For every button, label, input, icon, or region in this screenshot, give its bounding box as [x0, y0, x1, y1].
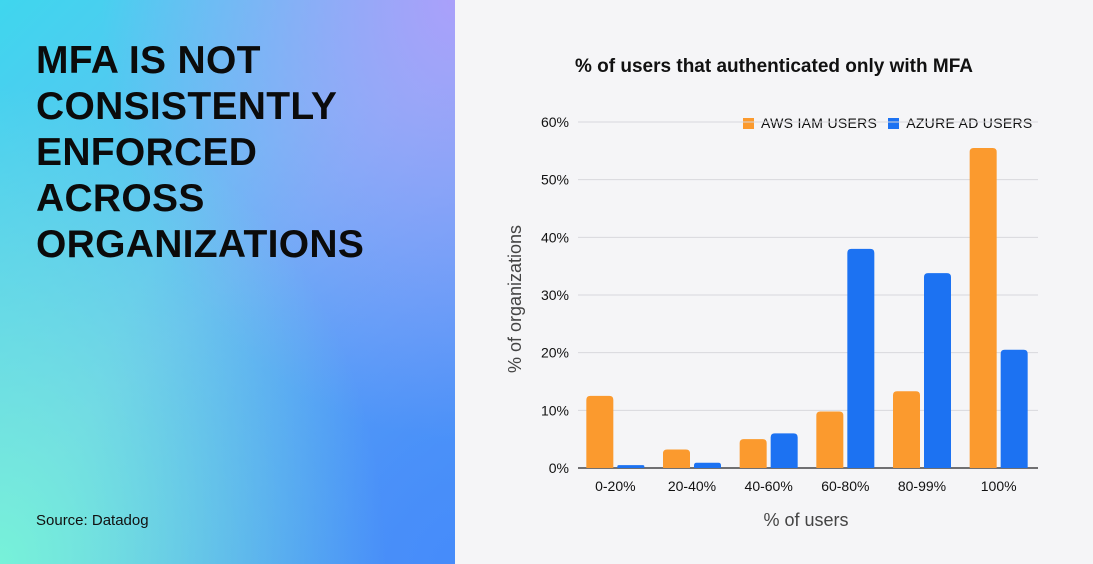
- x-tick-label: 20-40%: [668, 478, 716, 494]
- x-axis-title: % of users: [763, 510, 848, 530]
- bar-aws: [816, 411, 844, 468]
- y-tick-label: 50%: [541, 172, 569, 188]
- legend-label-aws: AWS IAM USERS: [761, 115, 878, 131]
- bar-aws: [586, 395, 614, 468]
- y-tick-label: 10%: [541, 402, 569, 418]
- legend-swatch-azure: [888, 117, 900, 129]
- x-tick-label: 100%: [981, 478, 1017, 494]
- legend-label-azure: AZURE AD USERS: [906, 115, 1033, 131]
- x-tick-label: 40-60%: [745, 478, 793, 494]
- bar-chart: 0% 10% 20% 30% 40% 50% 60% 0-20% 20-40% 40-60% 60-…: [505, 114, 1038, 530]
- y-tick-label: 30%: [541, 287, 569, 303]
- bar-azure: [694, 462, 721, 468]
- legend-item-azure: AZURE AD USERS: [888, 115, 1032, 131]
- y-tick-label: 0%: [549, 460, 569, 476]
- bar-aws: [969, 147, 997, 468]
- chart-title: % of users that authenticated only with …: [575, 56, 973, 77]
- y-tick-label: 60%: [541, 114, 569, 130]
- chart-legend: AWS IAM USERS AZURE AD USERS: [743, 115, 1044, 131]
- bar-azure: [617, 465, 645, 468]
- headline: MFA IS NOT CONSISTENTLY ENFORCED ACROSS …: [36, 39, 365, 266]
- bar-aws: [893, 391, 920, 468]
- y-tick-label: 20%: [541, 345, 569, 361]
- legend-swatch-aws: [743, 117, 754, 129]
- legend-item-aws: AWS IAM USERS: [743, 115, 877, 131]
- y-tick-label: 40%: [541, 229, 569, 245]
- bar-azure: [770, 433, 798, 468]
- bar-aws: [739, 439, 767, 468]
- left-panel: MFA IS NOT CONSISTENTLY ENFORCED ACROSS …: [0, 0, 455, 564]
- x-tick-label: 0-20%: [595, 478, 635, 494]
- bar-azure: [1000, 349, 1028, 468]
- y-axis-title: % of organizations: [505, 225, 525, 373]
- chart-panel: % of users that authenticated only with …: [455, 0, 1093, 564]
- x-tick-label: 80-99%: [898, 478, 946, 494]
- x-tick-label: 60-80%: [821, 478, 869, 494]
- bar-aws: [663, 449, 690, 468]
- bar-azure: [924, 273, 951, 468]
- source-note: Source: Datadog: [36, 512, 149, 529]
- bar-azure: [847, 248, 875, 468]
